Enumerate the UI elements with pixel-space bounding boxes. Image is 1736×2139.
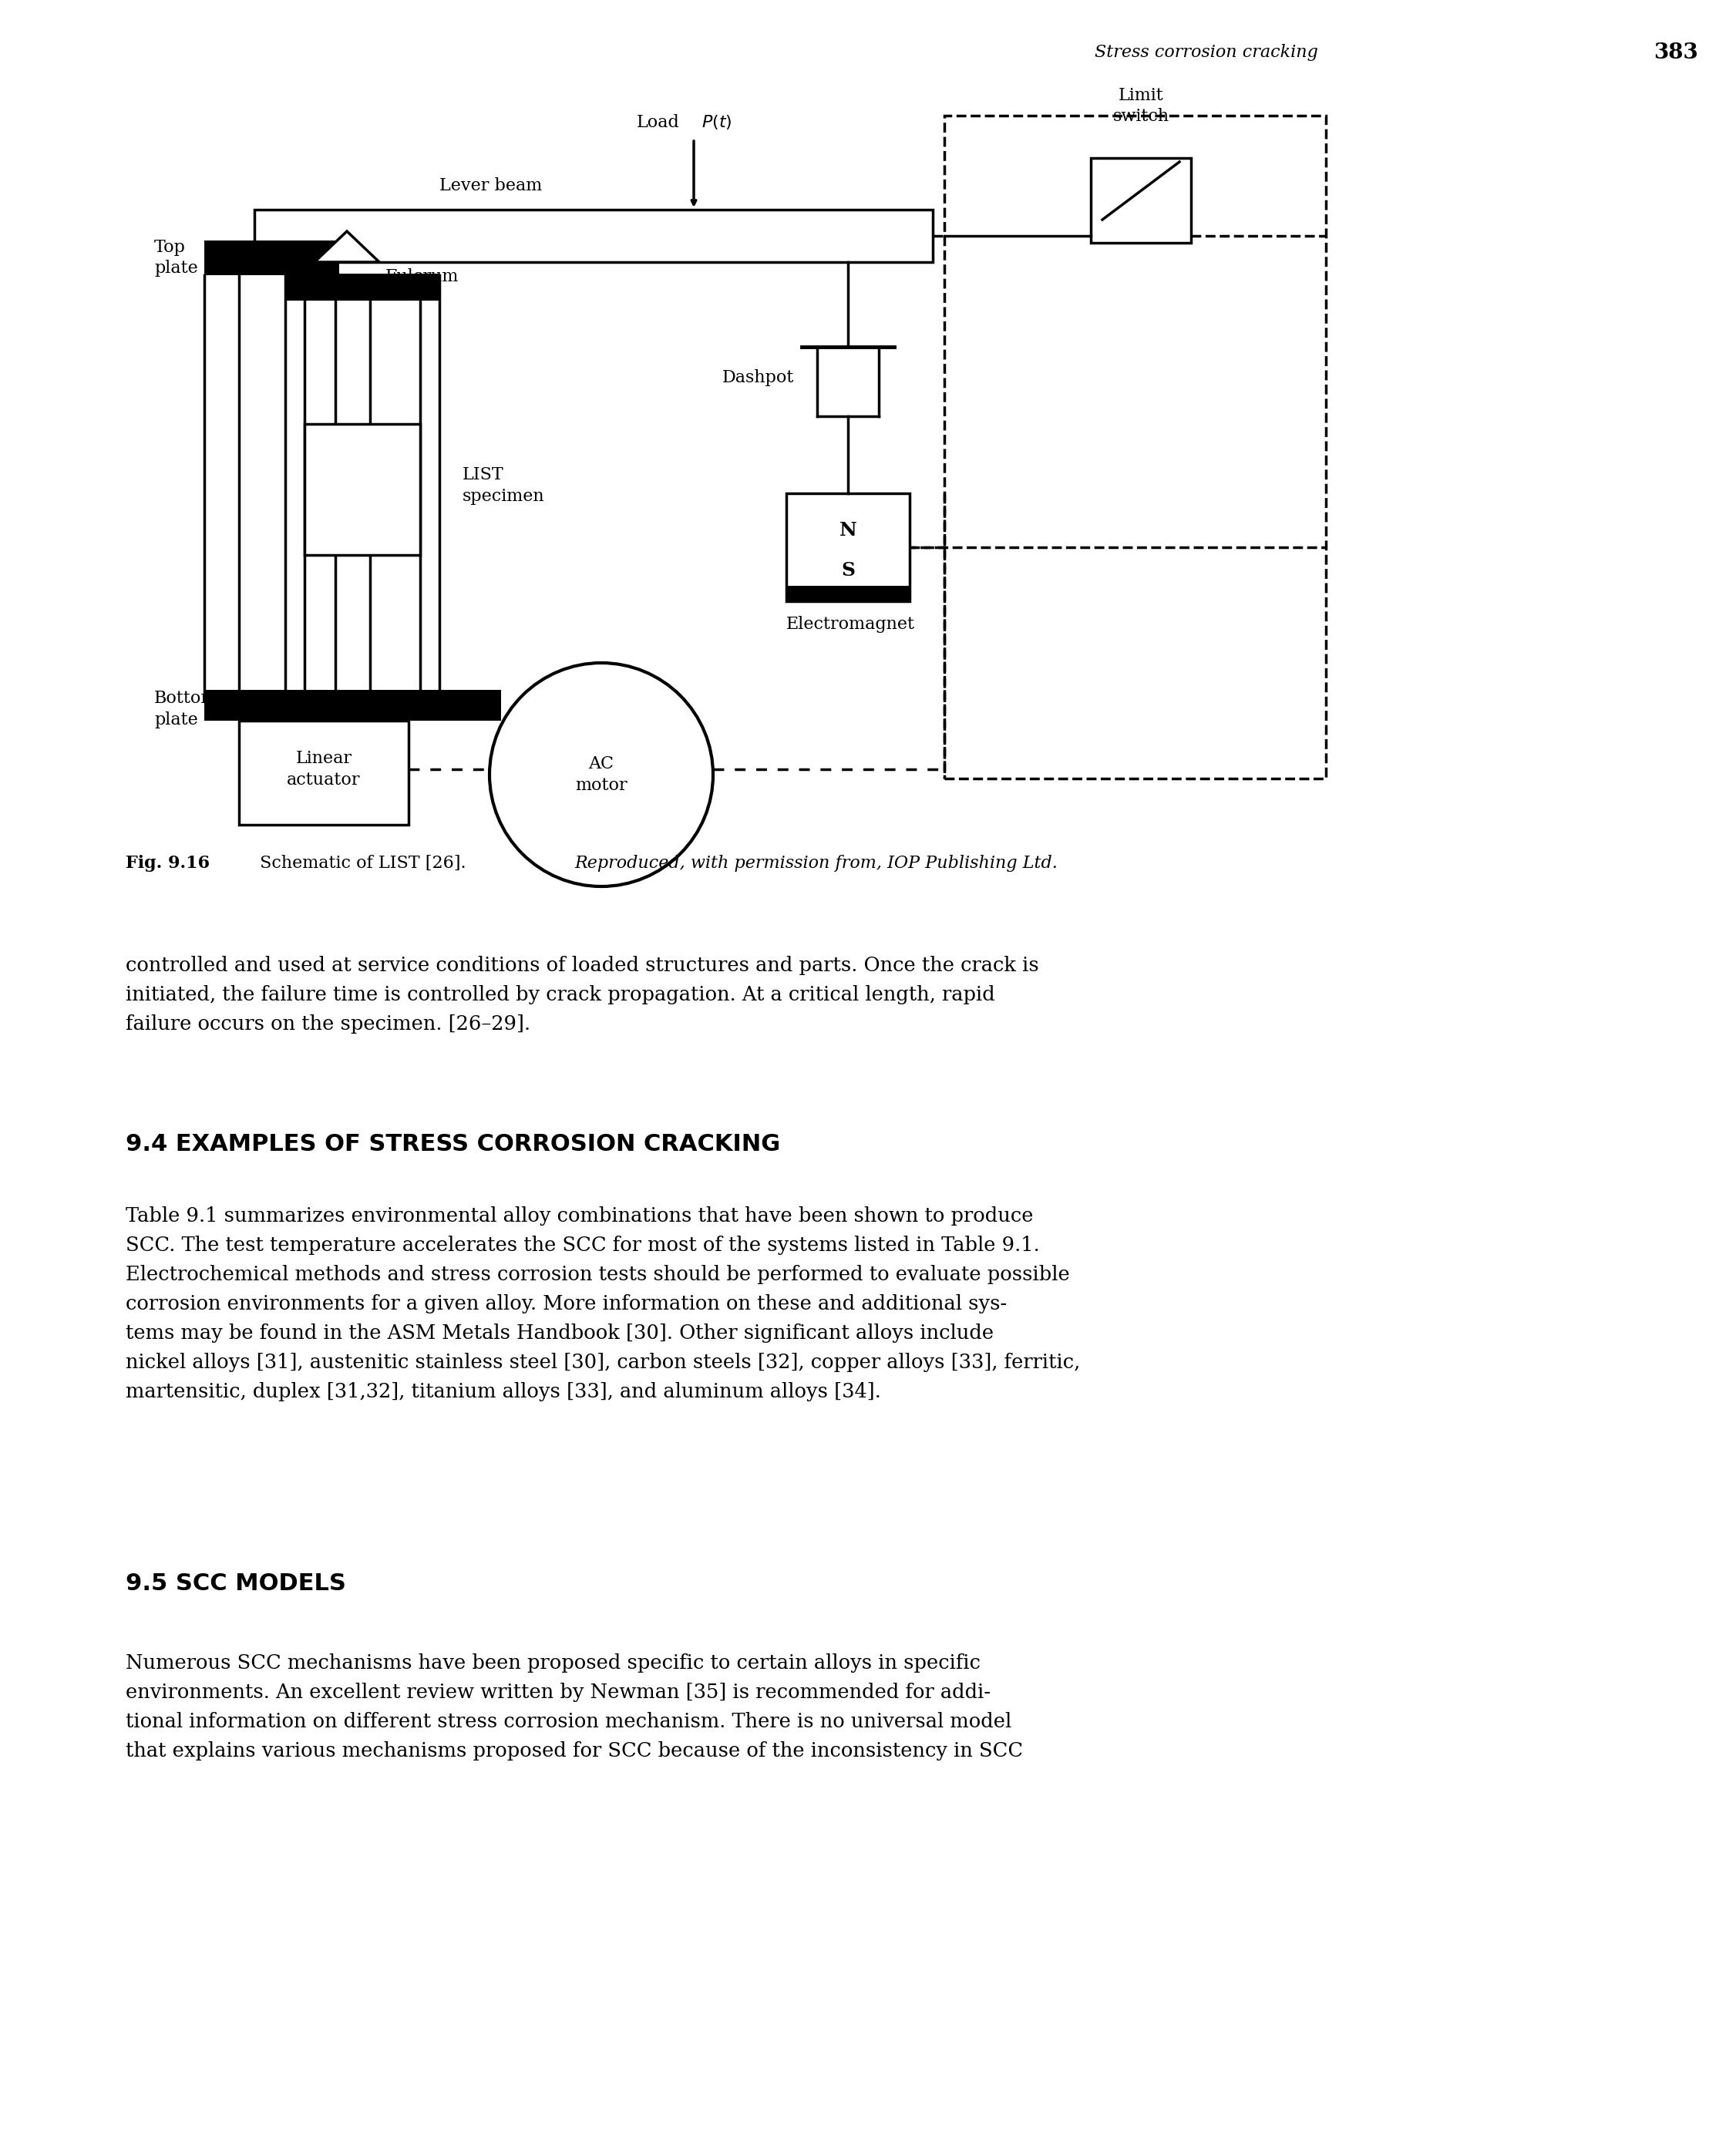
Polygon shape xyxy=(314,231,378,263)
Bar xyxy=(304,424,420,554)
Text: 9.5 SCC MODELS: 9.5 SCC MODELS xyxy=(125,1572,345,1596)
Bar xyxy=(1090,158,1191,244)
Text: $P(t)$: $P(t)$ xyxy=(701,113,733,130)
Text: 9.4 EXAMPLES OF STRESS CORROSION CRACKING: 9.4 EXAMPLES OF STRESS CORROSION CRACKIN… xyxy=(125,1134,779,1155)
Text: AC
motor: AC motor xyxy=(575,755,627,794)
Text: Stress corrosion cracking: Stress corrosion cracking xyxy=(1095,45,1318,60)
Text: Table 9.1 summarizes environmental alloy combinations that have been shown to pr: Table 9.1 summarizes environmental alloy… xyxy=(125,1206,1080,1401)
Bar xyxy=(786,586,910,601)
Text: Dashpot: Dashpot xyxy=(722,370,793,387)
Bar xyxy=(255,210,932,263)
Bar xyxy=(285,274,439,302)
Text: Limit
switch: Limit switch xyxy=(1113,88,1168,124)
Text: N: N xyxy=(838,522,858,539)
Bar xyxy=(205,691,502,721)
Text: LIST
specimen: LIST specimen xyxy=(462,466,545,505)
Bar xyxy=(786,494,910,601)
Text: 383: 383 xyxy=(1653,43,1698,62)
Text: Fulcrum: Fulcrum xyxy=(385,267,458,284)
Text: Fig. 9.16: Fig. 9.16 xyxy=(125,856,210,873)
Text: controlled and used at service conditions of loaded structures and parts. Once t: controlled and used at service condition… xyxy=(125,956,1038,1033)
Ellipse shape xyxy=(490,663,713,886)
Text: Numerous SCC mechanisms have been proposed specific to certain alloys in specifi: Numerous SCC mechanisms have been propos… xyxy=(125,1653,1023,1760)
Bar xyxy=(944,116,1326,779)
Text: Bottom
plate: Bottom plate xyxy=(155,691,217,727)
Text: Top
plate: Top plate xyxy=(155,240,198,276)
Text: Electromagnet: Electromagnet xyxy=(786,616,915,633)
Text: Schematic of LIST [26].: Schematic of LIST [26]. xyxy=(255,856,472,873)
Text: S: S xyxy=(840,560,854,580)
Bar xyxy=(240,721,408,826)
Bar xyxy=(205,240,339,276)
Text: Load: Load xyxy=(637,113,681,130)
Text: Reproduced, with permission from, IOP Publishing Ltd.: Reproduced, with permission from, IOP Pu… xyxy=(575,856,1057,873)
Text: Linear
actuator: Linear actuator xyxy=(286,749,361,789)
Text: Lever beam: Lever beam xyxy=(439,178,542,195)
